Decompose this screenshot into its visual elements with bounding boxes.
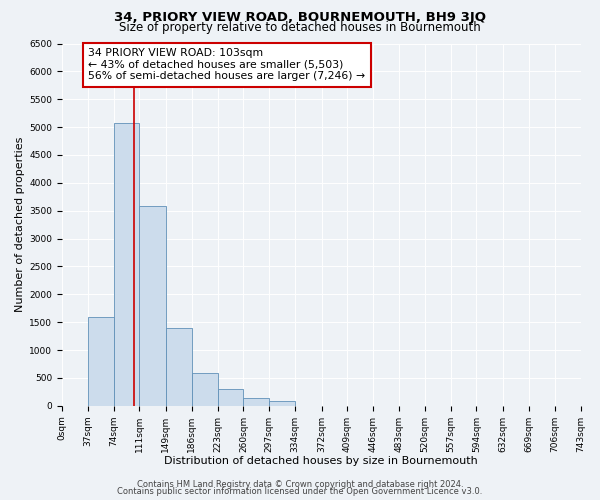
Text: Contains public sector information licensed under the Open Government Licence v3: Contains public sector information licen… [118,487,482,496]
Bar [218,389,244,406]
Bar [192,374,218,406]
X-axis label: Distribution of detached houses by size in Bournemouth: Distribution of detached houses by size … [164,456,478,466]
Text: 34, PRIORY VIEW ROAD, BOURNEMOUTH, BH9 3JQ: 34, PRIORY VIEW ROAD, BOURNEMOUTH, BH9 3… [114,11,486,24]
Bar [88,316,113,406]
Bar [269,402,295,406]
Y-axis label: Number of detached properties: Number of detached properties [15,137,25,312]
Text: 34 PRIORY VIEW ROAD: 103sqm
← 43% of detached houses are smaller (5,503)
56% of : 34 PRIORY VIEW ROAD: 103sqm ← 43% of det… [88,48,365,81]
Bar [139,206,166,406]
Bar [244,398,269,406]
Text: Contains HM Land Registry data © Crown copyright and database right 2024.: Contains HM Land Registry data © Crown c… [137,480,463,489]
Text: Size of property relative to detached houses in Bournemouth: Size of property relative to detached ho… [119,21,481,34]
Bar [166,328,192,406]
Bar [113,122,139,406]
